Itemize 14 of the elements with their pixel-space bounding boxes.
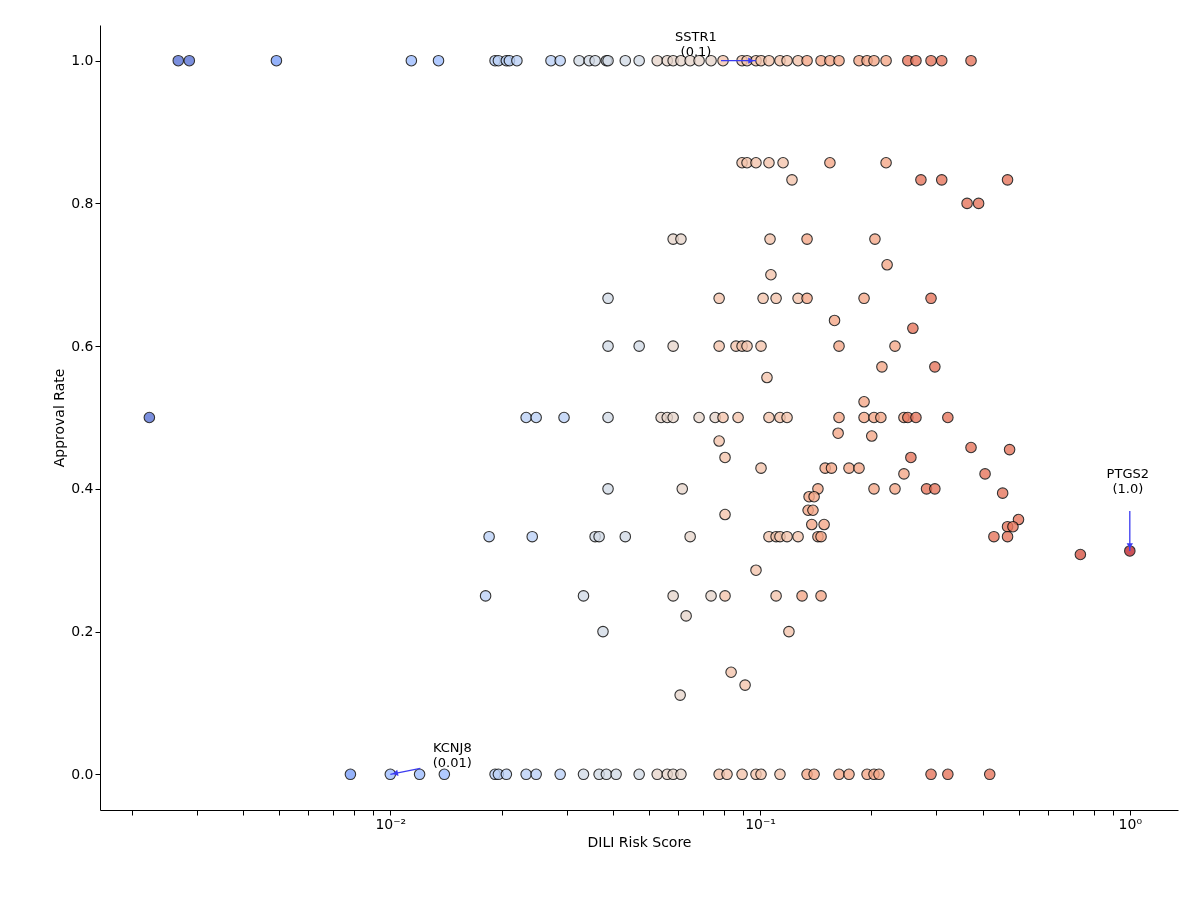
y-tick-label: 0.8 bbox=[71, 194, 94, 211]
annotation: SSTR1 (0.1) bbox=[675, 28, 717, 59]
y-tick-label: 0.2 bbox=[71, 623, 94, 640]
y-tick-label: 1.0 bbox=[71, 52, 94, 69]
y-tick-label: 0.4 bbox=[71, 480, 94, 497]
annotation: PTGS2 (1.0) bbox=[1106, 465, 1149, 496]
x-tick-label: 10⁻¹ bbox=[745, 815, 776, 832]
y-tick-label: 0.0 bbox=[71, 765, 94, 782]
x-tick-label: 10⁰ bbox=[1118, 815, 1143, 832]
x-tick-label: 10⁻² bbox=[375, 815, 407, 832]
x-axis-title: DILI Risk Score bbox=[587, 833, 692, 850]
y-tick-label: 0.6 bbox=[71, 337, 94, 354]
annotation: KCNJ8 (0.01) bbox=[432, 740, 472, 771]
y-axis-title: Approval Rate bbox=[51, 368, 68, 468]
